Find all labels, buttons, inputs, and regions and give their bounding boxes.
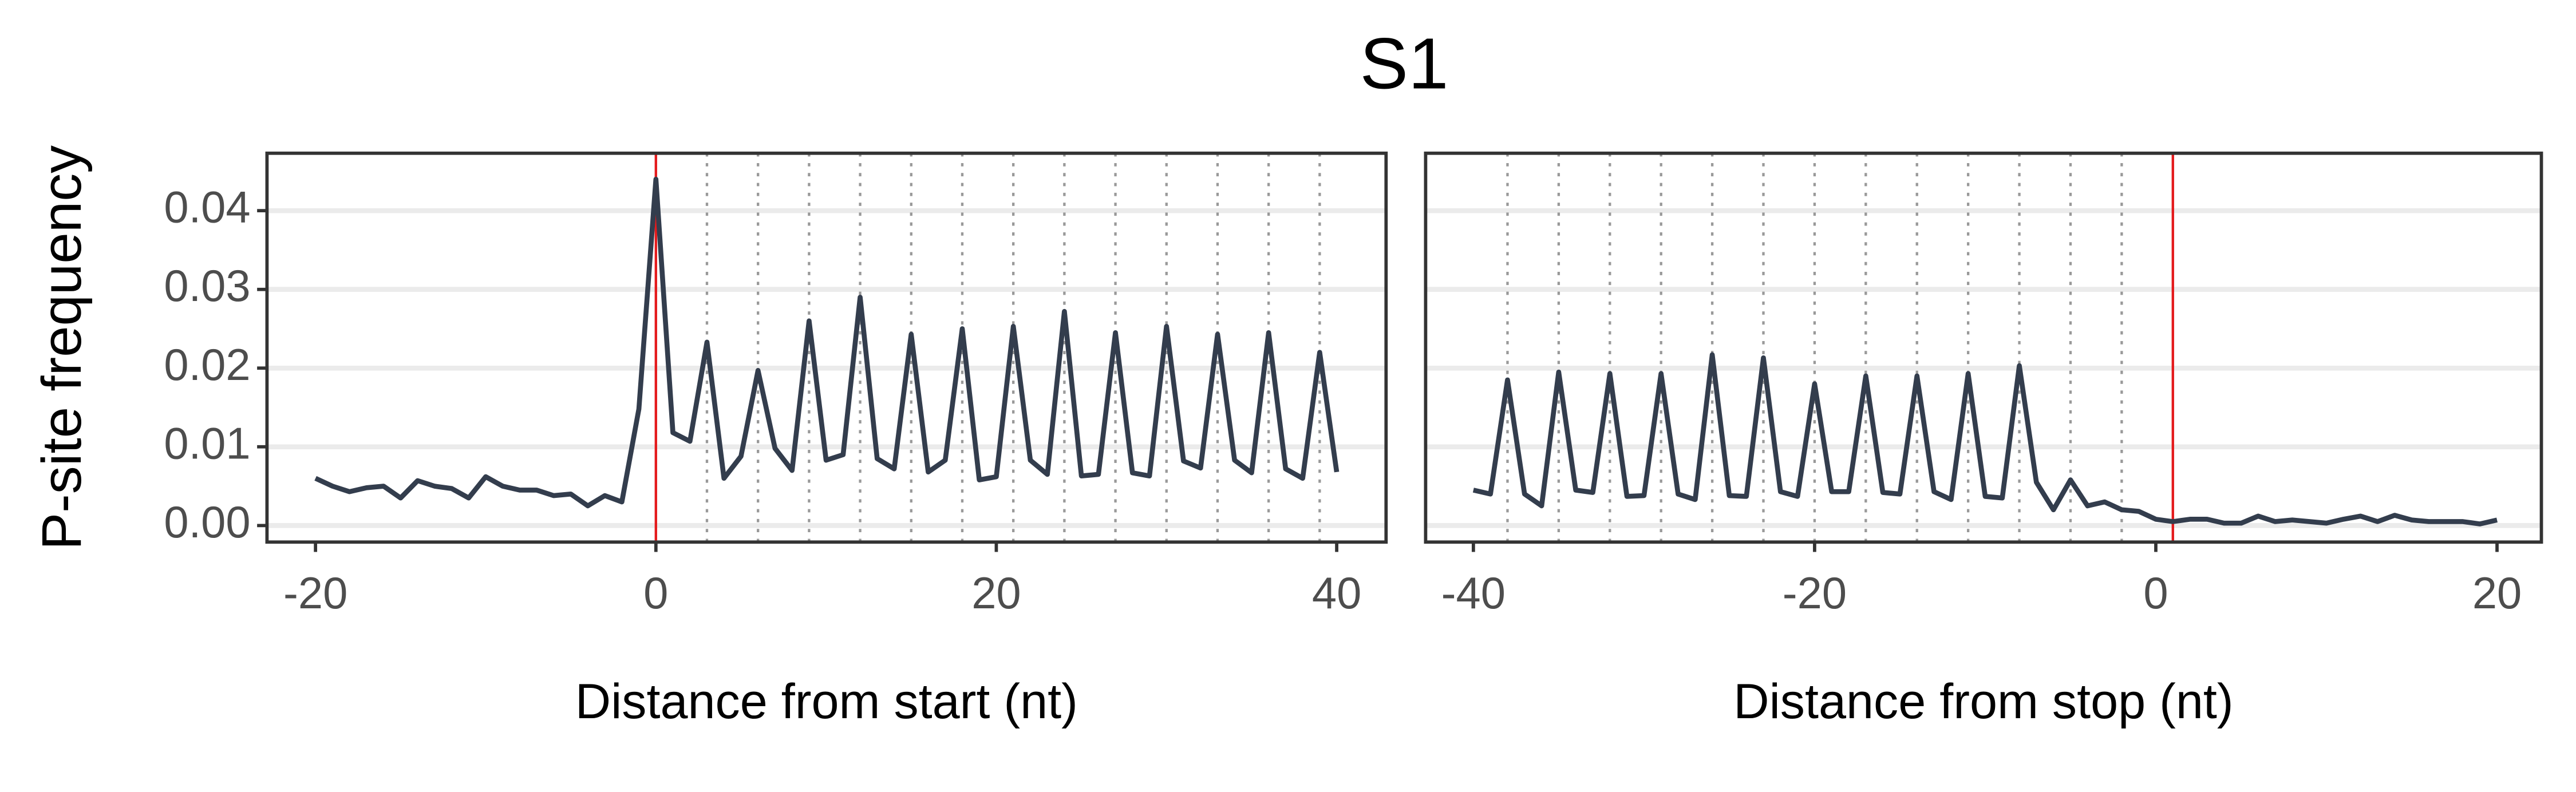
x-tick-label: 20 [971,569,1021,618]
panel-border [1424,151,2543,544]
x-tick-label: 0 [2143,569,2168,618]
x-tick-label: -40 [1441,569,1506,618]
y-tick-label: 0.02 [164,340,250,390]
x-tick-label: -20 [1783,569,1847,618]
x-tick-label: 40 [1312,569,1361,618]
panel-border [265,151,1388,544]
x-axis-label: Distance from stop (nt) [1733,674,2233,729]
x-axis-label: Distance from start (nt) [575,674,1078,729]
data-line [1472,352,2498,526]
y-tick-label: 0.03 [164,262,250,311]
y-tick-label: 0.01 [164,419,250,468]
x-tick-label: -20 [283,569,347,618]
x-tick-label: 0 [643,569,668,618]
y-axis-label: P-site frequency [30,145,93,550]
data-line [314,176,1340,509]
chart-title: S1 [1360,22,1448,104]
x-tick-label: 20 [2472,569,2522,618]
y-tick-label: 0.04 [164,183,250,232]
y-tick-label: 0.00 [164,498,250,547]
